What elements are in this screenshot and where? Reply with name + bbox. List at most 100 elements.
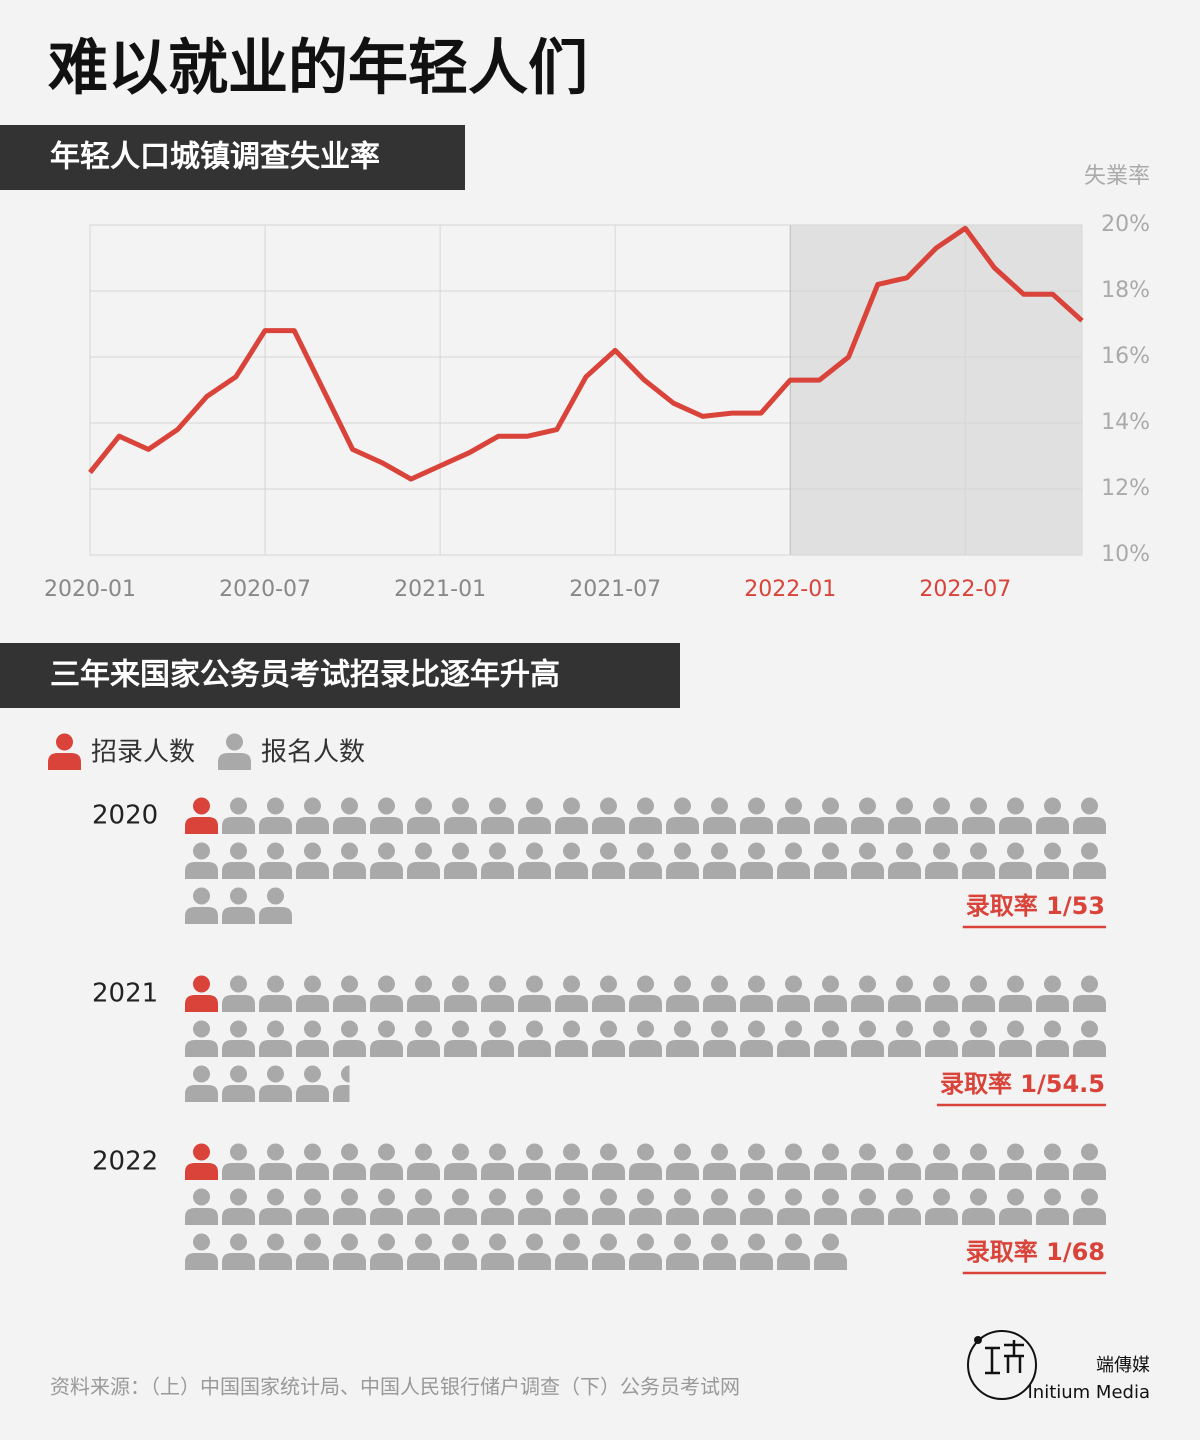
person-icon: [925, 975, 958, 1012]
icon-body: [296, 1040, 329, 1057]
admitted-icons: [185, 797, 218, 834]
icon-body: [222, 907, 255, 924]
icon-head: [637, 1020, 654, 1038]
person-icon: [222, 842, 255, 879]
x-tick-label: 2021-01: [394, 577, 486, 602]
icon-head: [970, 797, 987, 815]
icon-body: [222, 817, 255, 834]
admitted-icons: [185, 975, 218, 1012]
person-icon: [518, 1188, 551, 1225]
person-icon: [333, 975, 366, 1012]
person-icon: [851, 975, 884, 1012]
icon-body: [518, 817, 551, 834]
icon-body: [703, 1253, 736, 1270]
icon-body: [1073, 817, 1106, 834]
icon-head: [267, 975, 284, 993]
icon-head: [267, 797, 284, 815]
icon-body: [185, 1208, 218, 1225]
icon-body: [185, 1253, 218, 1270]
person-icon: [888, 1188, 921, 1225]
person-icon: [925, 842, 958, 879]
y-tick-label: 20%: [1101, 212, 1150, 237]
icon-head: [859, 1020, 876, 1038]
person-icon: [777, 1143, 810, 1180]
icon-body: [370, 1253, 403, 1270]
icon-body: [740, 1208, 773, 1225]
icon-head: [230, 1188, 247, 1206]
person-icon: [814, 1020, 847, 1057]
person-icon: [592, 1143, 625, 1180]
icon-body: [333, 1253, 366, 1270]
icon-body: [518, 995, 551, 1012]
icon-body: [185, 995, 218, 1012]
x-tick-label: 2022-07: [919, 577, 1011, 602]
icon-body: [1073, 1040, 1106, 1057]
icon-head: [785, 842, 802, 860]
icon-body: [703, 1208, 736, 1225]
icon-head: [748, 797, 765, 815]
person-icon: [1036, 1188, 1069, 1225]
icon-body: [592, 862, 625, 879]
person-icon: [851, 1143, 884, 1180]
icon-head: [1007, 975, 1024, 993]
person-icon: [481, 1188, 514, 1225]
person-icon: [1036, 797, 1069, 834]
applicant-icons: [185, 1143, 1106, 1270]
icon-body: [629, 1040, 662, 1057]
person-icon: [518, 1143, 551, 1180]
icon-body: [555, 1040, 588, 1057]
icon-head: [1081, 842, 1098, 860]
person-icon: [777, 842, 810, 879]
icon-body: [407, 1208, 440, 1225]
ratio-label: 录取率 1/54.5: [940, 1070, 1105, 1098]
icon-head: [304, 1020, 321, 1038]
icon-head: [526, 1143, 543, 1161]
icon-body: [370, 1208, 403, 1225]
icon-body: [962, 862, 995, 879]
icon-body: [407, 817, 440, 834]
icon-body: [370, 995, 403, 1012]
person-icon: [444, 1020, 477, 1057]
person-icon: [555, 1188, 588, 1225]
icon-head: [452, 797, 469, 815]
icon-head: [563, 797, 580, 815]
person-icon: [703, 797, 736, 834]
person-icon: [888, 1020, 921, 1057]
icon-body: [777, 817, 810, 834]
person-icon: [629, 1020, 662, 1057]
person-icon: [296, 1188, 329, 1225]
y-tick-label: 16%: [1101, 344, 1150, 369]
icon-body: [814, 1163, 847, 1180]
section-bar: [0, 643, 680, 708]
x-tick-label: 2022-01: [744, 577, 836, 602]
icon-body: [888, 1163, 921, 1180]
icon-body: [259, 995, 292, 1012]
icon-body: [481, 862, 514, 879]
icon-body: [370, 862, 403, 879]
person-icon: [370, 1143, 403, 1180]
icon-head: [193, 975, 210, 993]
icon-head: [970, 1143, 987, 1161]
person-icon: [1036, 842, 1069, 879]
icon-head: [304, 1143, 321, 1161]
icon-body: [481, 1253, 514, 1270]
icon-body: [592, 1163, 625, 1180]
icon-body: [407, 1163, 440, 1180]
person-icon: [888, 1143, 921, 1180]
person-icon: [1073, 1020, 1106, 1057]
icon-body: [629, 1208, 662, 1225]
icon-body: [999, 1163, 1032, 1180]
person-icon: [333, 1020, 366, 1057]
person-icon: [703, 1020, 736, 1057]
icon-body: [222, 1208, 255, 1225]
icon-head: [304, 1233, 321, 1251]
person-icon: [222, 1065, 255, 1102]
person-icon: [259, 887, 292, 924]
icon-body: [481, 1040, 514, 1057]
icon-head: [1044, 975, 1061, 993]
person-icon: [592, 797, 625, 834]
person-icon: [740, 842, 773, 879]
person-icon: [555, 842, 588, 879]
icon-head: [341, 1233, 358, 1251]
icon-head: [489, 797, 506, 815]
